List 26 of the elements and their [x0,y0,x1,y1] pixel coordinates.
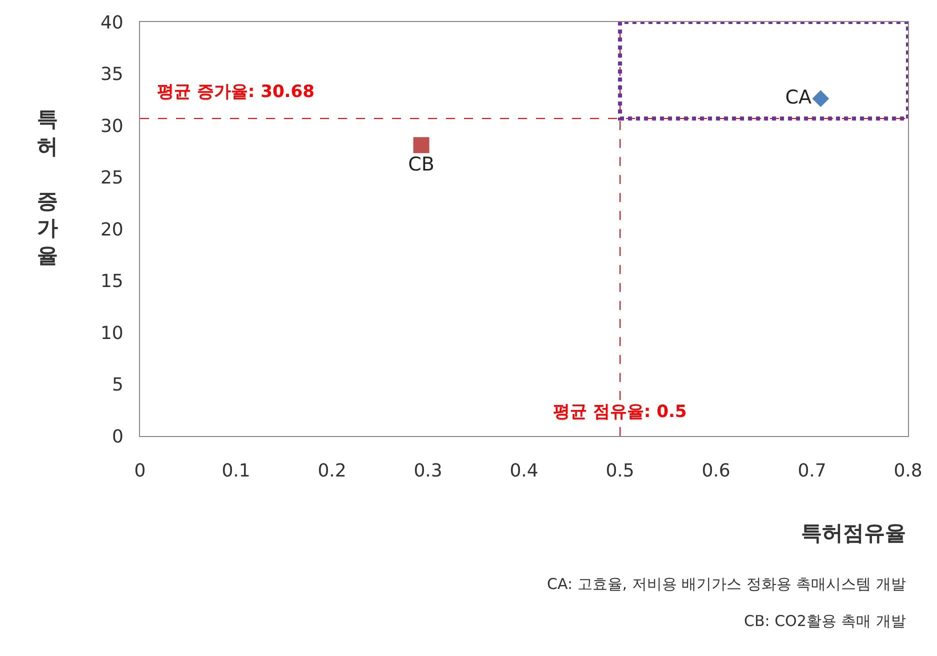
y-tick-label: 20 [100,219,124,240]
y-tick-label: 5 [112,374,124,396]
x-tick-label: 0.8 [894,460,922,482]
x-axis-title: 특허점유율 [801,521,906,545]
series-label: CB [408,153,434,176]
x-tick-label: 0.7 [798,460,826,482]
y-tick-label: 0 [112,426,124,448]
text: CB: CO2활용 촉매 개발 [744,612,906,630]
y-tick-label: 25 [100,168,124,189]
x-tick-label: 0.3 [414,460,442,482]
x-tick-label: 0.2 [318,460,346,482]
y-tick-label: 35 [100,64,124,86]
x-tick-label: 0.4 [510,460,538,482]
ref-line-label: 평균 점유율: 0.5 [553,402,687,422]
y-tick-label: 10 [100,322,124,344]
text: 특허 증가율 [37,107,58,268]
ref-line-label: 평균 증가율: 30.68 [157,82,314,102]
x-tick-label: 0.6 [702,460,730,482]
text: CA: 고효율, 저비용 배기가스 정화용 촉매시스템 개발 [547,575,906,593]
y-tick-label: 40 [100,12,124,34]
x-tick-label: 0 [134,460,146,482]
y-tick-label: 15 [100,271,124,292]
x-tick-label: 0.5 [606,460,634,482]
series-label: CA [785,86,812,108]
x-tick-label: 0.1 [222,460,250,482]
y-tick-label: 30 [100,116,124,137]
